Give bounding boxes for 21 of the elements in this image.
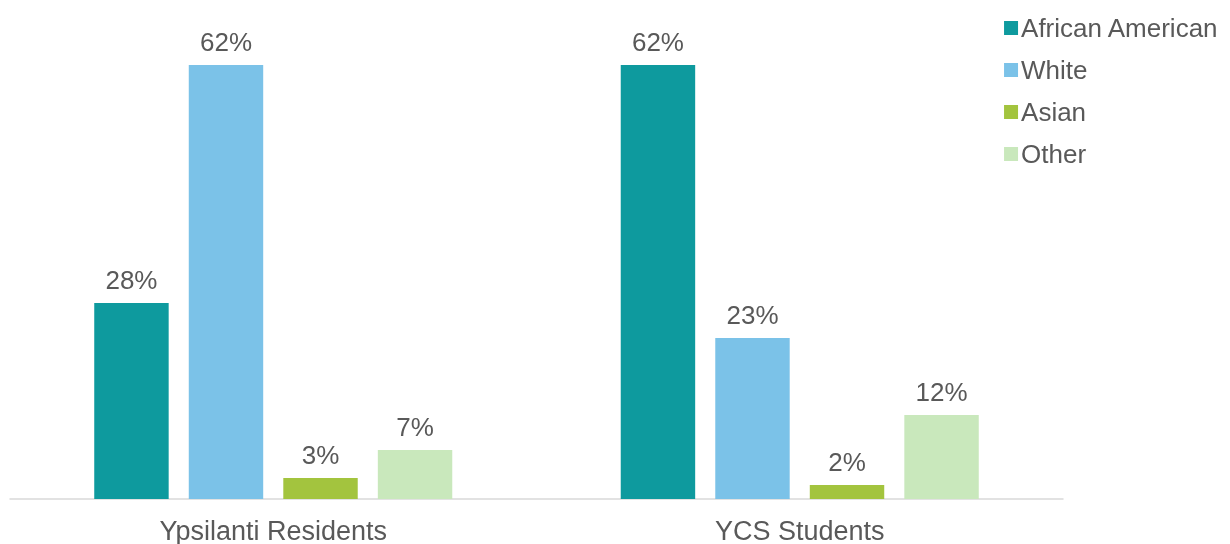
bar xyxy=(377,450,453,499)
legend-label: African American xyxy=(1021,13,1218,43)
legend-label: Asian xyxy=(1021,97,1087,127)
legend-label: White xyxy=(1021,55,1088,85)
bar xyxy=(904,415,979,499)
bar xyxy=(620,65,696,499)
data-label: 62% xyxy=(199,27,253,57)
bar xyxy=(715,338,790,499)
data-label: 12% xyxy=(915,377,968,407)
data-label: 2% xyxy=(828,447,866,477)
legend-label: Other xyxy=(1021,139,1087,169)
x-tick-label: YCS Students xyxy=(714,515,885,544)
data-label: 7% xyxy=(396,412,434,442)
bar xyxy=(283,478,358,499)
data-label: 28% xyxy=(105,265,158,295)
bar xyxy=(809,485,885,499)
data-label: 62% xyxy=(631,27,684,57)
bar xyxy=(188,65,264,499)
bar xyxy=(94,303,169,499)
data-label: 3% xyxy=(301,440,340,470)
data-label: 23% xyxy=(726,300,779,330)
